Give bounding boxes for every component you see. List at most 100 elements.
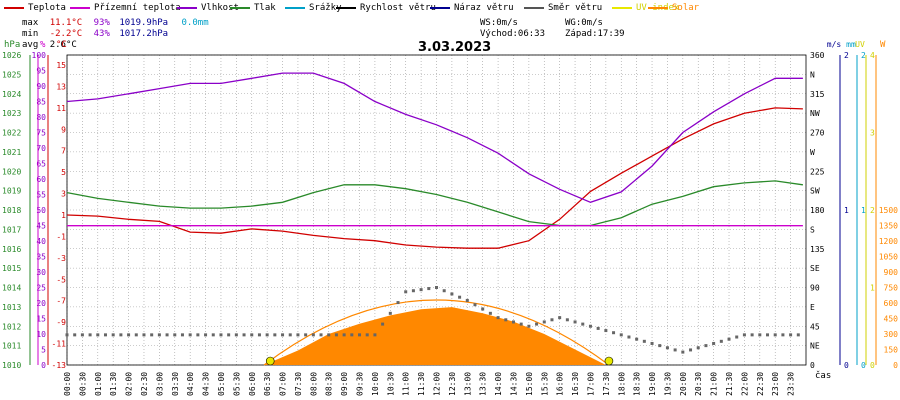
wind-direction-point <box>704 344 708 348</box>
legend-swatch <box>336 7 356 9</box>
wind-direction-point <box>150 333 154 337</box>
direction-tick: 270 <box>810 129 825 138</box>
wind-direction-point <box>373 333 377 337</box>
wind-direction-point <box>88 333 92 337</box>
x-tick-label: 16:00 <box>556 372 565 396</box>
x-tick-label: 09:30 <box>356 372 365 396</box>
pressure-tick: 1023 <box>2 109 21 118</box>
right-axis-label: mm <box>846 40 856 49</box>
solar-max-curve <box>263 299 610 366</box>
wind-direction-point <box>696 346 700 350</box>
pressure-tick: 1021 <box>2 148 21 157</box>
wind-direction-point <box>673 348 677 352</box>
humidity-tick: 55 <box>36 191 46 200</box>
pressure-tick: 1014 <box>2 284 21 293</box>
pressure-tick: 1019 <box>2 187 21 196</box>
legend-label: Solar <box>672 3 700 13</box>
wind-direction-point <box>527 324 531 328</box>
stat-avg-temp: 2.6°C <box>49 40 77 50</box>
temperature-tick: 9 <box>61 125 66 134</box>
legend-swatch <box>70 7 90 9</box>
x-tick-label: 21:30 <box>725 372 734 396</box>
wind-direction-point <box>319 333 323 337</box>
wind-direction-point <box>411 289 415 293</box>
wind-direction-point <box>281 333 285 337</box>
wind-direction-point <box>789 333 793 337</box>
wind-direction-point <box>650 341 654 345</box>
wind-direction-point <box>242 333 246 337</box>
solar-tick: 750 <box>884 284 899 293</box>
wind-direction-point <box>234 333 238 337</box>
humidity-tick: 50 <box>36 206 46 215</box>
temperature-tick: 1 <box>61 211 66 220</box>
temperature-tick: 3 <box>61 190 66 199</box>
wind-direction-point <box>342 333 346 337</box>
stat-max-label: max <box>22 18 39 28</box>
direction-tick: N <box>810 70 815 79</box>
wind-direction-point <box>350 333 354 337</box>
wind-direction-point <box>596 326 600 330</box>
wind-direction-point <box>627 335 631 339</box>
humidity-tick: 90 <box>36 82 46 91</box>
humidity-tick: 65 <box>36 160 46 169</box>
right-axis-tick: 1 <box>861 206 866 215</box>
series-solar-area <box>264 307 606 365</box>
direction-tick: E <box>810 303 815 312</box>
legend-swatch <box>285 7 305 9</box>
wind-direction-point <box>304 333 308 337</box>
wind-direction-point <box>96 333 100 337</box>
x-tick-label: 00:00 <box>63 372 72 396</box>
x-tick-label: 13:00 <box>463 372 472 396</box>
direction-tick: NE <box>810 342 820 351</box>
wind-direction-point <box>796 333 800 337</box>
wind-direction-point <box>188 333 192 337</box>
pressure-tick: 1013 <box>2 303 21 312</box>
humidity-tick: 80 <box>36 113 46 122</box>
humidity-tick: 100 <box>32 51 47 60</box>
x-tick-label: 15:30 <box>540 372 549 396</box>
right-axis-tick: 2 <box>870 206 875 215</box>
stat-min-press: 1017.2hPa <box>119 29 169 39</box>
solar-tick: 1050 <box>879 253 898 262</box>
temperature-tick: 11 <box>56 104 66 113</box>
legend-label: Rychlost větru <box>360 3 436 13</box>
wind-direction-point <box>612 331 616 335</box>
x-tick-label: 22:00 <box>740 372 749 396</box>
wind-gust-readout: WG:0m/s <box>565 18 603 28</box>
wind-direction-point <box>465 298 469 302</box>
x-tick-label: 01:00 <box>94 372 103 396</box>
temperature-tick: -1 <box>56 232 66 241</box>
wind-direction-point <box>311 333 315 337</box>
wind-direction-point <box>442 289 446 293</box>
wind-direction-point <box>550 318 554 322</box>
legend-item: Vlhkost <box>177 2 239 14</box>
wind-direction-point <box>435 286 438 289</box>
solar-axis-label: W <box>880 40 886 50</box>
wind-direction-point <box>111 333 115 337</box>
x-tick-label: 03:00 <box>155 372 164 396</box>
pressure-tick: 1016 <box>2 245 21 254</box>
legend-item: Směr větru <box>524 2 602 14</box>
wind-direction-point <box>458 295 462 299</box>
stat-min-temp: -2.2°C <box>49 29 83 39</box>
humidity-tick: 60 <box>36 175 46 184</box>
wind-direction-point <box>519 322 523 326</box>
wind-direction-point <box>665 346 669 350</box>
wind-direction-point <box>80 333 84 337</box>
right-axis-tick: 2 <box>861 51 866 60</box>
humidity-tick: 40 <box>36 237 46 246</box>
pressure-axis-label: hPa <box>4 40 20 50</box>
temperature-tick: -11 <box>52 340 67 349</box>
x-tick-label: 08:00 <box>309 372 318 396</box>
humidity-tick: 25 <box>36 284 46 293</box>
right-axis-label: UV <box>855 40 865 49</box>
wind-direction-point <box>542 320 546 324</box>
legend-swatch <box>430 7 450 9</box>
direction-tick: 0 <box>810 361 815 370</box>
wind-direction-point <box>488 311 492 315</box>
solar-tick: 1200 <box>879 237 898 246</box>
temperature-tick: -5 <box>56 275 66 284</box>
legend-label: Tlak <box>254 3 276 13</box>
legend-swatch <box>524 7 544 9</box>
